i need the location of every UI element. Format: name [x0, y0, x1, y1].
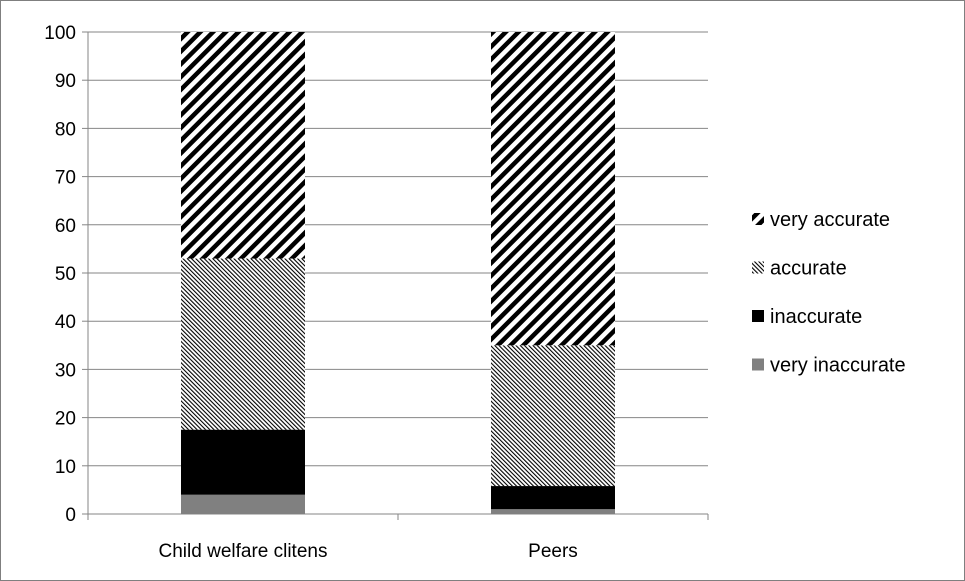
bar-segment-inaccurate-2 [491, 486, 615, 510]
legend-label: inaccurate [770, 306, 862, 328]
y-tick-label: 20 [55, 409, 76, 430]
y-tick-label: 10 [55, 457, 76, 478]
y-tick-label: 50 [55, 264, 76, 285]
legend-item-very-inaccurate: very inaccurate [752, 355, 906, 377]
bar-segment-very-inaccurate-2 [491, 509, 615, 514]
axis-labels: 0 10 20 30 40 50 60 70 80 90 100 Child welfare clit… [44, 23, 578, 562]
legend-label: accurate [770, 258, 847, 280]
legend-swatch [752, 358, 764, 371]
legend-item-inaccurate: inaccurate [752, 306, 862, 328]
bar-segment-inaccurate-1 [181, 429, 305, 495]
y-tick-label: 60 [55, 216, 76, 237]
legend: very accurate accurate inaccurate very inac… [752, 209, 906, 377]
x-category-label: Child welfare clitens [159, 541, 328, 562]
bars [181, 32, 615, 514]
bar-segment-very-accurate-2 [491, 32, 615, 346]
x-category-label: Peers [528, 541, 578, 562]
y-tick-label: 0 [65, 505, 76, 526]
bar-segment-very-accurate-1 [181, 32, 305, 259]
legend-swatch [752, 310, 764, 322]
bar-segment-accurate-1 [181, 258, 305, 430]
legend-label: very inaccurate [770, 355, 906, 377]
legend-item-very-accurate: very accurate [752, 209, 890, 231]
legend-label: very accurate [770, 209, 890, 231]
bar-segment-accurate-2 [491, 345, 615, 487]
y-tick-label: 100 [44, 23, 76, 44]
bar-segment-very-inaccurate-1 [181, 494, 305, 514]
legend-swatch [752, 213, 764, 225]
y-tick-label: 80 [55, 119, 76, 140]
legend-item-accurate: accurate [752, 258, 847, 280]
y-tick-label: 40 [55, 312, 76, 333]
legend-swatch [752, 261, 764, 274]
y-tick-label: 30 [55, 360, 76, 381]
y-tick-label: 90 [55, 71, 76, 92]
y-tick-label: 70 [55, 168, 76, 189]
